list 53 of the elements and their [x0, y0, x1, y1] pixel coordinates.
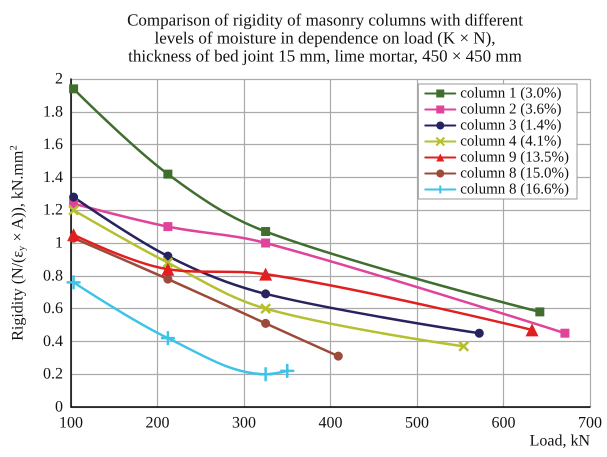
point — [526, 323, 539, 336]
point — [162, 256, 174, 268]
point — [259, 268, 272, 281]
point — [69, 84, 78, 94]
x-tick-label: 300 — [232, 414, 256, 432]
x-tick-label: 700 — [578, 414, 602, 432]
y-axis-title: Rigidity (N/(εy × A)), kN.mm2 — [8, 145, 28, 341]
y-tick-label: 1.4 — [43, 168, 63, 186]
y-tick-label: 2 — [55, 70, 63, 88]
legend-label: column 3 (1.4%) — [460, 118, 562, 134]
point — [69, 192, 78, 202]
point — [68, 204, 80, 216]
point — [261, 289, 270, 298]
point — [65, 274, 82, 291]
legend-label: column 8 (16.6%) — [460, 182, 570, 198]
point — [334, 352, 343, 361]
point — [163, 222, 172, 232]
y-tick-label: 1.6 — [43, 136, 63, 154]
legend-label: column 1 (3.0%) — [460, 86, 562, 102]
point — [560, 328, 570, 338]
y-tick-label: 1.8 — [43, 103, 63, 120]
legend-label: column 2 (3.6%) — [460, 102, 562, 118]
point — [261, 318, 270, 328]
y-tick-label: 0 — [55, 398, 63, 416]
point — [161, 262, 174, 276]
point — [261, 238, 270, 248]
point — [279, 362, 296, 380]
legend-label: column 9 (13.5%) — [460, 150, 570, 166]
x-axis-title: Load, kN — [530, 432, 590, 450]
x-tick-label: 600 — [492, 414, 516, 432]
x-tick-label: 500 — [405, 414, 429, 432]
y-tick-label: 0.8 — [43, 267, 63, 284]
point — [257, 366, 274, 382]
y-tick-label: 1 — [55, 234, 63, 252]
point — [260, 302, 272, 314]
point — [160, 330, 176, 346]
legend-label: column 8 (15.0%) — [460, 166, 570, 182]
point — [474, 328, 484, 338]
legend-label: column 4 (4.1%) — [460, 134, 562, 150]
x-tick-label: 200 — [146, 414, 170, 432]
x-tick-label: 100 — [59, 414, 83, 432]
y-tick-label: 0.6 — [43, 300, 63, 318]
point — [458, 340, 470, 352]
y-tick-label: 0.2 — [43, 366, 63, 383]
y-tick-label: 1.2 — [43, 202, 63, 219]
chart-title: Comparison of rigidity of masonry columns with different levels of moisture in dependence on load (K × N), thickness of bed joint 15 mm, lime mortar, 450 × 450 mm — [127, 10, 524, 66]
point — [163, 274, 172, 284]
point — [163, 170, 172, 179]
y-tick-label: 0.4 — [43, 332, 63, 350]
x-tick-label: 400 — [318, 414, 342, 432]
point — [261, 227, 270, 236]
point — [67, 228, 80, 242]
point — [535, 307, 544, 316]
